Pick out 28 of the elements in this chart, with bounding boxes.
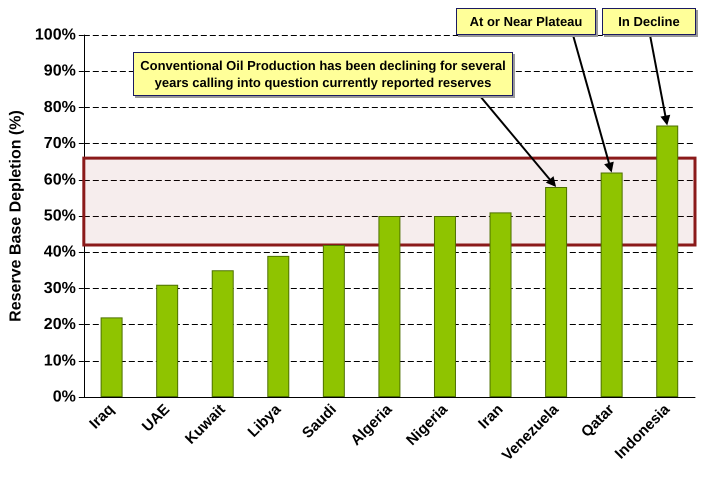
y-tick-label: 40% [44,244,76,261]
y-tick-label: 50% [44,208,76,224]
y-tick-label: 70% [44,135,76,152]
annotation: Conventional Oil Production has been declining for several years calling into question currently reported reserves [133,52,513,96]
bar [378,216,400,397]
bar [322,244,345,397]
bar [156,284,178,397]
bar [600,172,623,397]
bar [267,256,290,397]
annotation: In Decline [602,8,696,35]
y-tick-label: 10% [44,352,76,370]
y-tick-label: 60% [44,171,76,188]
y-axis-title: Reserve Base Depletion (%) [8,110,24,322]
annotation: At or Near Plateau [456,8,596,35]
y-tick-label: 30% [44,280,76,297]
bar [100,317,123,397]
y-tick-label: 20% [44,316,76,334]
x-tick-label: Iran [475,400,507,432]
bar [434,216,456,397]
y-tick-label: 80% [44,98,76,116]
bar [656,126,678,397]
y-tick-label: 100% [34,26,76,44]
bar [212,270,234,397]
x-tick-label: Iraq [86,400,118,432]
bar [545,187,568,397]
y-tick-label: 0% [52,388,76,406]
y-tick-label: 90% [44,62,76,80]
bar [490,212,512,397]
